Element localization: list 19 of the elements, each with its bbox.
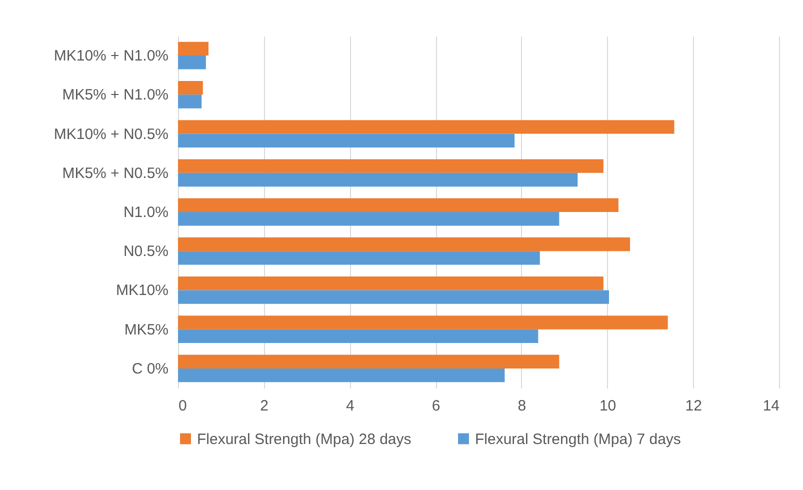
y-tick-label: MK5% [124, 321, 168, 338]
y-tick-label: N1.0% [123, 204, 168, 221]
y-tick-label: MK10% [116, 282, 168, 300]
x-tick-label: 10 [599, 398, 616, 414]
y-tick-label: N0.5% [123, 243, 168, 260]
legend-label: Flexural Strength (Mpa) 28 days [197, 430, 412, 448]
x-tick-label: 12 [685, 398, 702, 414]
x-tick-label: 6 [432, 398, 440, 414]
x-tick-label: 8 [518, 398, 526, 414]
y-tick-label: MK5% + N1.0% [62, 86, 168, 104]
y-tick-label: MK10% + N0.5% [54, 126, 168, 143]
x-tick-label: 2 [260, 398, 269, 414]
x-tick-label: 4 [346, 398, 354, 414]
y-tick-label: MK10% + N1.0% [54, 48, 168, 65]
x-tick-label: 14 [762, 398, 780, 414]
y-tick-label: MK5% + N0.5% [62, 164, 168, 182]
legend-label: Flexural Strength (Mpa) 7 days [475, 430, 681, 448]
y-tick-label: C 0% [132, 360, 168, 378]
x-tick-label: 0 [178, 398, 187, 414]
